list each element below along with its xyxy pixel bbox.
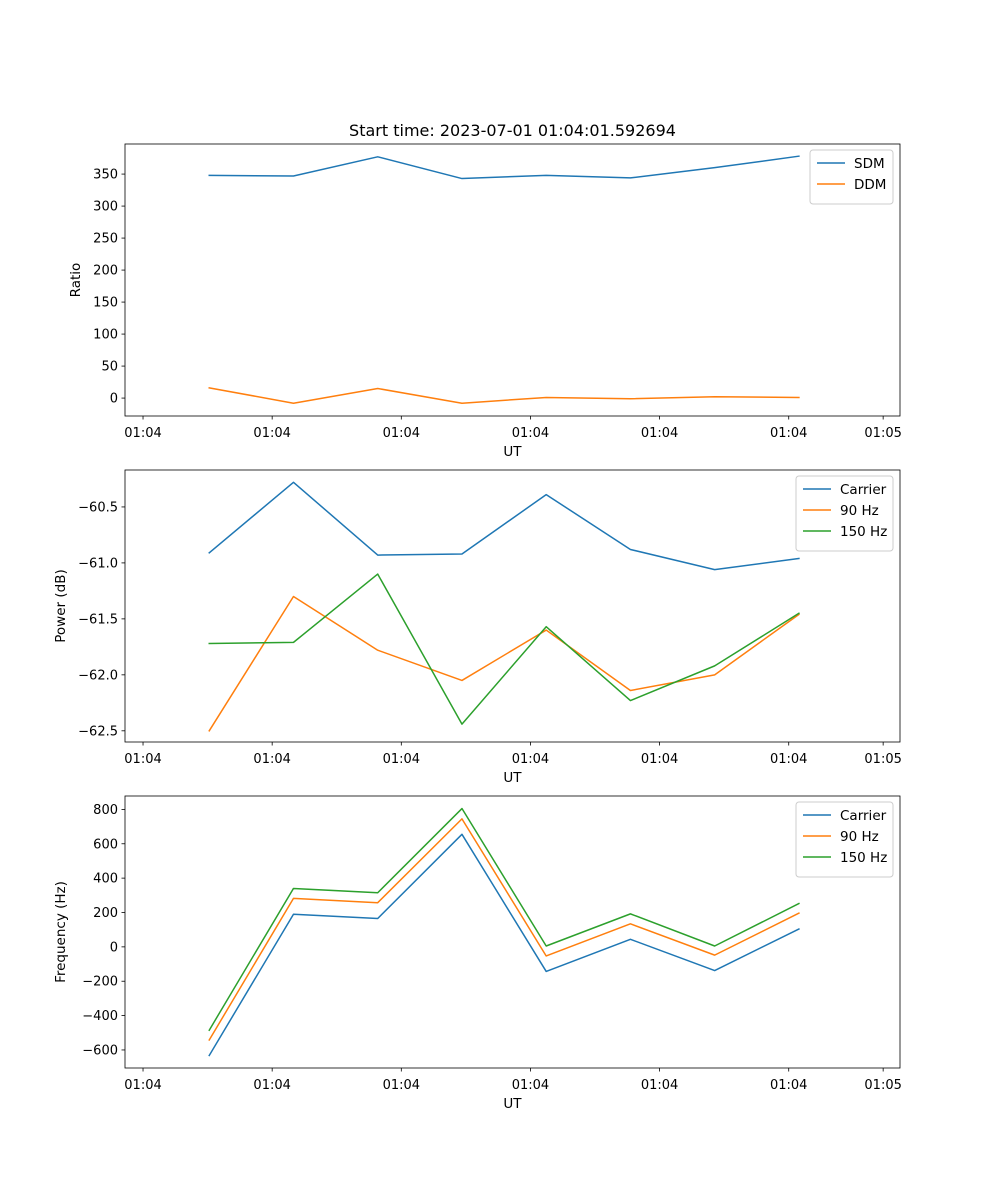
y-tick-label: −62.0 [78,668,118,683]
y-tick-label: −62.5 [78,724,118,739]
legend-label: DDM [854,177,886,193]
axes-frame [124,469,901,743]
chart-2: −62.5 −62.0 −61.5 −61.0 −60.5 01:04 01:04 01:04… [53,469,902,786]
x-tick-label: 01:04 [124,426,161,441]
y-tick-label: 800 [93,803,118,818]
y-tick-label: 200 [93,264,118,279]
y-tick-label: 0 [110,392,118,407]
x-tick-label: 01:04 [641,426,678,441]
legend-label: Carrier [840,482,887,498]
y-tick-label: 200 [93,906,118,921]
x-tick-label: 01:04 [770,1078,807,1093]
x-tick-label: 01:04 [770,752,807,767]
y-tick-label: −60.5 [78,500,118,515]
series-line-sdm [208,155,800,180]
legend-label: Carrier [840,808,887,824]
y-tick-label: 600 [93,837,118,852]
series-line-90-hz [208,818,800,1042]
y-tick-label: −600 [82,1043,118,1058]
x-tick-label: 01:04 [641,752,678,767]
legend-label: SDM [854,156,885,172]
x-tick-label: 01:04 [124,1078,161,1093]
series-line-carrier [208,481,800,571]
series-line-150-hz [208,573,800,725]
legend-label: 150 Hz [840,524,887,540]
y-tick-label: 300 [93,200,118,215]
y-tick-label: 50 [101,360,118,375]
x-tick-label: 01:04 [124,752,161,767]
x-tick-label: 01:04 [383,426,420,441]
x-tick-label: 01:04 [770,426,807,441]
y-tick-label: 250 [93,232,118,247]
chart-1: 0 50 100 150 200 250 300 350 01:04 01:04 01:04 01:0… [68,121,902,460]
y-tick-label: −200 [82,975,118,990]
y-tick-label: −400 [82,1009,118,1024]
y-tick-label: −61.5 [78,612,118,627]
y-axis-label: Power (dB) [53,569,69,642]
legend-box [795,801,894,878]
x-tick-label: 01:05 [864,426,901,441]
x-tick-label: 01:04 [512,426,549,441]
axes-frame [124,795,901,1069]
x-axis-label: UT [503,444,522,460]
x-tick-label: 01:04 [383,1078,420,1093]
y-tick-label: 100 [93,328,118,343]
x-tick-label: 01:05 [864,752,901,767]
axes-frame [124,143,901,417]
y-tick-label: 150 [93,296,118,311]
x-axis-label: UT [503,770,522,786]
series-line-150-hz [208,807,800,1032]
series-line-90-hz [208,595,800,732]
x-tick-label: 01:04 [383,752,420,767]
series-line-carrier [208,833,800,1057]
series-line-ddm [208,386,800,404]
chart-title: Start time: 2023-07-01 01:04:01.592694 [349,121,676,140]
x-tick-label: 01:04 [512,1078,549,1093]
y-axis-label: Ratio [68,263,84,298]
x-tick-label: 01:04 [253,1078,290,1093]
y-tick-label: 0 [110,940,118,955]
y-tick-label: 400 [93,872,118,887]
y-tick-label: −61.0 [78,556,118,571]
x-tick-label: 01:04 [512,752,549,767]
x-tick-label: 01:04 [253,752,290,767]
x-tick-label: 01:04 [253,426,290,441]
x-axis-label: UT [503,1096,522,1112]
legend-label: 90 Hz [840,503,879,519]
x-tick-label: 01:05 [864,1078,901,1093]
x-tick-label: 01:04 [641,1078,678,1093]
legend-label: 90 Hz [840,829,879,845]
y-tick-label: 350 [93,168,118,183]
chart-3: −600 −400 −200 0 200 400 600 800 01:04 01:04 01:04… [53,795,902,1112]
legend-label: 150 Hz [840,850,887,866]
legend-box [795,475,894,552]
y-axis-label: Frequency (Hz) [53,881,69,983]
